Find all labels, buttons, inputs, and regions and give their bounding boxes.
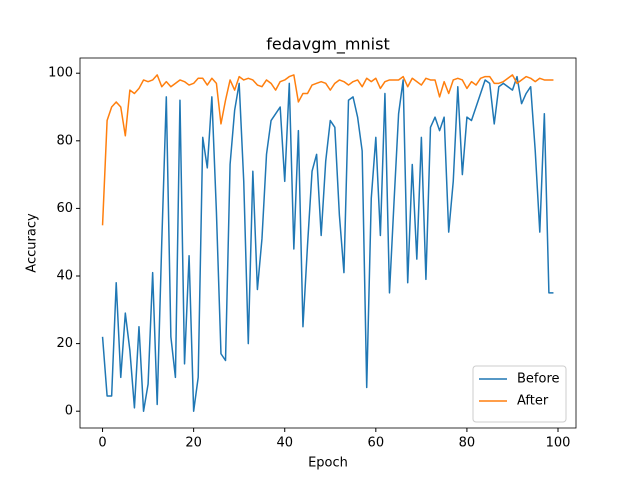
line-series xyxy=(101,74,554,226)
x-tick-label: 40 xyxy=(276,436,293,451)
legend-label: After xyxy=(517,394,549,409)
x-tick-label: 20 xyxy=(185,436,202,451)
y-tick-label: 20 xyxy=(56,336,73,351)
x-tick-label: 100 xyxy=(546,436,571,451)
y-tick-label: 100 xyxy=(48,66,73,81)
y-tick-label: 40 xyxy=(56,269,73,284)
legend-label: Before xyxy=(517,372,560,387)
y-tick-label: 60 xyxy=(56,201,73,216)
y-axis-label: Accuracy xyxy=(25,213,40,273)
x-axis-label: Epoch xyxy=(308,456,348,471)
x-tick-label: 80 xyxy=(459,436,476,451)
axes-frame xyxy=(79,57,577,429)
y-tick-label: 0 xyxy=(65,404,73,419)
line-series xyxy=(101,75,554,412)
chart-title: fedavgm_mnist xyxy=(266,35,389,55)
y-tick-label: 80 xyxy=(56,133,73,148)
x-tick-label: 0 xyxy=(98,436,106,451)
x-tick-label: 60 xyxy=(368,436,385,451)
legend-box xyxy=(472,365,567,423)
